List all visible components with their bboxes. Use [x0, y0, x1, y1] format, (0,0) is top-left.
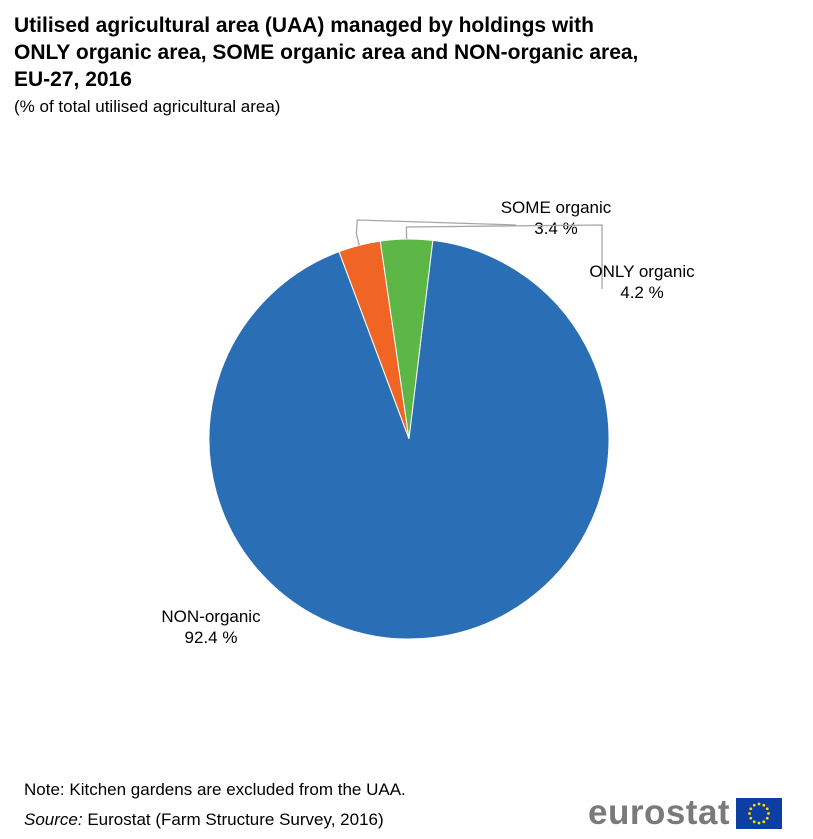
- eu-flag-star: [749, 816, 753, 820]
- eu-flag-star: [767, 811, 770, 815]
- slice-value-non-organic: 92.4 %: [185, 628, 238, 647]
- eu-flag-star: [749, 806, 753, 810]
- eu-flag-star: [762, 819, 766, 823]
- slice-value-only-organic: 4.2 %: [620, 283, 663, 302]
- eu-flag-star: [757, 802, 761, 805]
- eu-flag-star: [762, 803, 766, 807]
- chart-subtitle: (% of total utilised agricultural area): [14, 97, 281, 116]
- slice-label-some-organic: SOME organic: [501, 198, 612, 217]
- eu-flag-icon: [736, 797, 783, 829]
- chart-title: Utilised agricultural area (UAA) managed…: [14, 14, 639, 91]
- eurostat-logo-text: eurostat: [588, 793, 731, 832]
- source-text: Eurostat (Farm Structure Survey, 2016): [82, 810, 384, 829]
- eurostat-logo: eurostat: [588, 793, 783, 832]
- eu-flag-star: [752, 803, 756, 807]
- eu-flag-star: [765, 816, 769, 820]
- source-label: Source:: [24, 810, 83, 829]
- slice-label-non-organic: NON-organic: [161, 607, 261, 626]
- eu-flag-star: [765, 806, 769, 810]
- eu-flag-star: [752, 819, 756, 823]
- pie-slice-non-organic: [208, 239, 610, 640]
- eu-flag-star: [757, 821, 761, 824]
- slice-label-only-organic: ONLY organic: [589, 262, 695, 281]
- leader-line-some-organic: [355, 219, 517, 246]
- chart-source: Source: Eurostat (Farm Structure Survey,…: [24, 810, 384, 830]
- chart-note: Note: Kitchen gardens are excluded from …: [24, 780, 406, 799]
- leader-line-only-organic: [405, 224, 603, 289]
- slice-value-some-organic: 3.4 %: [534, 219, 577, 238]
- eu-flag-star: [748, 811, 751, 815]
